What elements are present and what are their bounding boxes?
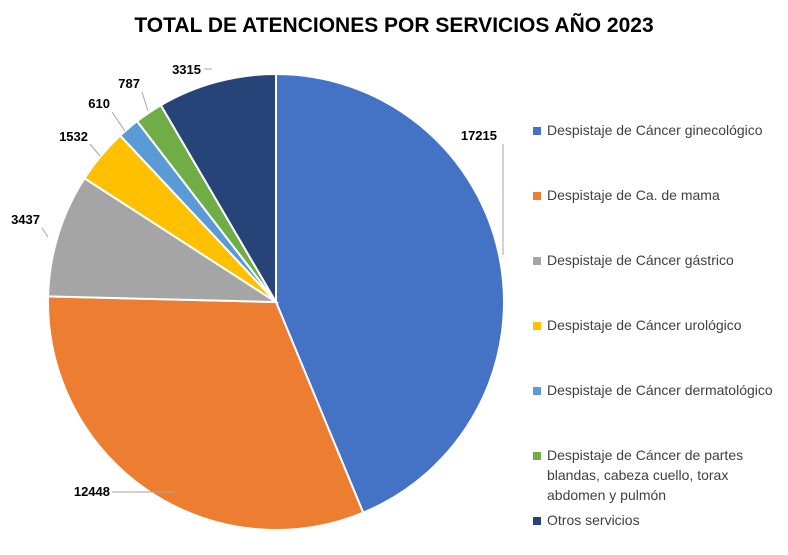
legend-label: Otros servicios (547, 512, 640, 528)
legend-label: Despistaje de Ca. de mama (547, 187, 720, 203)
pie-slice (47, 295, 365, 531)
legend-label: Despistaje de Cáncer de partes blandas, … (547, 447, 744, 503)
pie-slice (275, 72, 505, 514)
legend-swatch (533, 452, 541, 460)
data-label: 610 (88, 96, 110, 111)
legend-item: Despistaje de Cáncer dermatológico (533, 380, 783, 400)
data-label: 1532 (59, 129, 88, 144)
leader-line (89, 143, 101, 157)
data-label: 787 (118, 76, 140, 91)
data-label: 17215 (461, 128, 497, 143)
legend-item: Despistaje de Ca. de mama (533, 185, 783, 205)
legend-swatch (533, 127, 541, 135)
legend-item: Otros servicios (533, 510, 783, 530)
chart-title: TOTAL DE ATENCIONES POR SERVICIOS AÑO 20… (134, 14, 654, 37)
legend-label: Despistaje de Cáncer urológico (547, 317, 742, 333)
data-label: 3315 (172, 62, 201, 77)
data-label: 3437 (11, 212, 40, 227)
legend-swatch (533, 322, 541, 330)
legend-label: Despistaje de Cáncer dermatológico (547, 382, 773, 398)
leader-line (41, 227, 49, 238)
legend-swatch (533, 257, 541, 265)
legend-swatch (533, 192, 541, 200)
legend-label: Despistaje de Cáncer ginecológico (547, 122, 763, 138)
data-label: 12448 (74, 484, 110, 499)
leader-line (141, 91, 149, 112)
legend-item: Despistaje de Cáncer urológico (533, 315, 783, 335)
pie-slice (159, 72, 277, 306)
leader-line (111, 111, 126, 132)
legend-item: Despistaje de Cáncer ginecológico (533, 120, 783, 140)
legend-label: Despistaje de Cáncer gástrico (547, 252, 734, 268)
legend-item: Despistaje de Cáncer gástrico (533, 250, 783, 270)
legend-item: Despistaje de Cáncer de partes blandas, … (533, 445, 783, 505)
legend-swatch (533, 517, 541, 525)
pie-slice (47, 176, 280, 304)
legend-swatch (533, 387, 541, 395)
